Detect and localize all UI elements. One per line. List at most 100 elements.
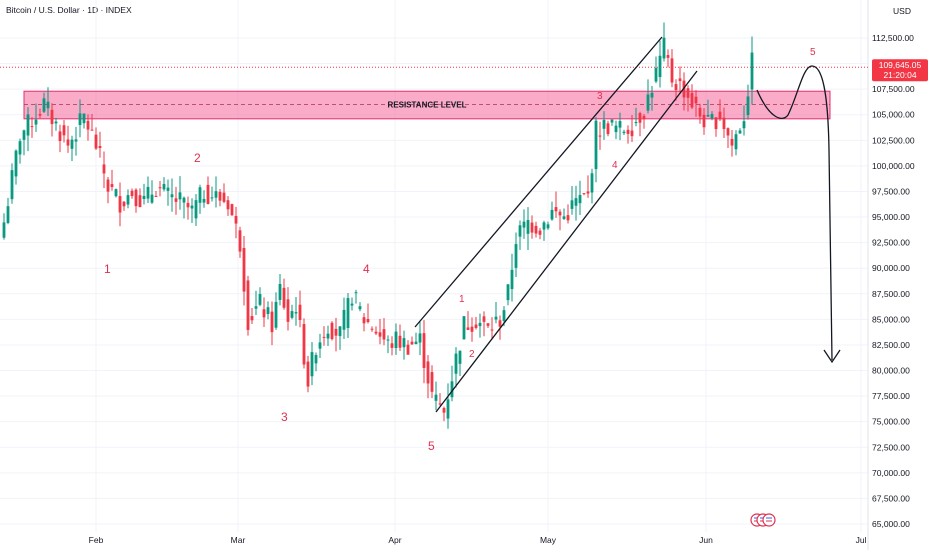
candle-body xyxy=(110,184,114,188)
time-tick-label: Jun xyxy=(699,535,713,545)
candle-body xyxy=(286,299,290,322)
candle-body xyxy=(178,192,182,200)
candle-body xyxy=(714,117,718,130)
candle-body xyxy=(270,311,274,333)
candle-body xyxy=(450,381,454,398)
candle-body xyxy=(86,120,90,130)
price-tick-label: 65,000.00 xyxy=(872,519,910,529)
candle-body xyxy=(678,78,682,82)
candle-body xyxy=(554,207,558,212)
candle-body xyxy=(238,230,242,252)
candle-body xyxy=(626,129,630,134)
candle-body xyxy=(706,114,710,117)
resistance-level-label: RESISTANCE LEVEL xyxy=(388,101,467,110)
candle-body xyxy=(646,94,650,111)
price-tick-label: 67,500.00 xyxy=(872,493,910,503)
price-tick-label: 90,000.00 xyxy=(872,263,910,273)
candle-body xyxy=(30,126,34,128)
candle-body xyxy=(386,339,390,341)
candle-body xyxy=(406,344,410,355)
candle-body xyxy=(338,326,342,337)
candle-body xyxy=(538,230,542,235)
last-price-marker: 109,645.05 21:20:04 xyxy=(872,59,928,82)
economic-events-icon[interactable] xyxy=(750,513,776,527)
currency-button[interactable]: USD xyxy=(890,5,914,17)
candle-body xyxy=(46,101,50,109)
subwave-label-2: 2 xyxy=(469,349,475,360)
candle-body xyxy=(462,316,466,340)
candle-body xyxy=(478,322,482,327)
candle-body xyxy=(414,341,418,345)
subwave-label-1: 1 xyxy=(459,294,465,305)
candle-body xyxy=(686,88,690,98)
candle-body xyxy=(526,220,530,234)
candle-body xyxy=(314,355,318,364)
candle-body xyxy=(514,244,518,268)
candle-body xyxy=(162,184,166,190)
candle-body xyxy=(2,222,6,238)
candle-body xyxy=(718,111,722,120)
candle-body xyxy=(306,361,310,387)
candle-body xyxy=(494,316,498,320)
candle-body xyxy=(746,96,750,116)
candle-body xyxy=(246,280,250,330)
price-tick-label: 70,000.00 xyxy=(872,468,910,478)
candle-body xyxy=(426,361,430,384)
candle-body xyxy=(654,67,658,82)
candle-body xyxy=(742,121,746,129)
candle-body xyxy=(318,342,322,349)
candle-body xyxy=(422,333,426,368)
candle-body xyxy=(482,316,486,322)
candle-body xyxy=(590,173,594,193)
price-tick-label: 87,500.00 xyxy=(872,289,910,299)
candle-body xyxy=(722,117,726,130)
candle-body xyxy=(310,352,314,377)
candle-body xyxy=(442,408,446,413)
candle-body xyxy=(142,195,146,199)
candle-body xyxy=(378,332,382,337)
candle-body xyxy=(602,119,606,129)
candle-body xyxy=(750,52,754,90)
candle-body xyxy=(266,307,270,315)
candle-body xyxy=(570,200,574,209)
candle-body xyxy=(278,283,282,300)
candle-body xyxy=(214,191,218,198)
last-price-box xyxy=(872,59,928,82)
candle-body xyxy=(530,222,534,233)
candle-body xyxy=(98,146,102,149)
price-axis[interactable]: 112,500.00110,000.00107,500.00105,000.00… xyxy=(872,33,915,529)
candle-body xyxy=(346,298,350,328)
candle-body xyxy=(22,130,26,140)
candle-body xyxy=(74,139,78,142)
candle-body xyxy=(518,225,522,237)
channel-upper-line xyxy=(414,36,663,328)
wave-label-3: 3 xyxy=(281,410,288,424)
candle-body xyxy=(206,184,210,204)
candle-body xyxy=(370,328,374,330)
wave-label-5: 5 xyxy=(428,439,435,453)
subwave-label-5: 5 xyxy=(810,47,816,58)
candle-body xyxy=(562,216,566,219)
candle-body xyxy=(534,225,538,234)
wave-label-2: 2 xyxy=(194,151,201,165)
candle-body xyxy=(242,247,246,292)
candle-body xyxy=(282,287,286,308)
candle-body xyxy=(322,336,326,338)
candle-body xyxy=(566,215,570,221)
candle-body xyxy=(698,107,702,117)
candle-body xyxy=(614,125,618,133)
price-tick-label: 77,500.00 xyxy=(872,391,910,401)
channel-lower-line xyxy=(435,70,698,413)
candle-body xyxy=(702,114,706,128)
price-tick-label: 102,500.00 xyxy=(872,135,915,145)
event-flag-circle xyxy=(762,513,776,527)
candle-body xyxy=(6,206,10,223)
time-axis[interactable]: Feb Mar Apr May Jun Jul xyxy=(89,535,867,545)
candle-body xyxy=(466,327,470,330)
candle-body xyxy=(10,170,14,200)
candle-body xyxy=(230,204,234,216)
price-tick-label: 80,000.00 xyxy=(872,366,910,376)
candle-body xyxy=(14,150,18,177)
last-price-value: 109,645.05 xyxy=(879,60,922,70)
